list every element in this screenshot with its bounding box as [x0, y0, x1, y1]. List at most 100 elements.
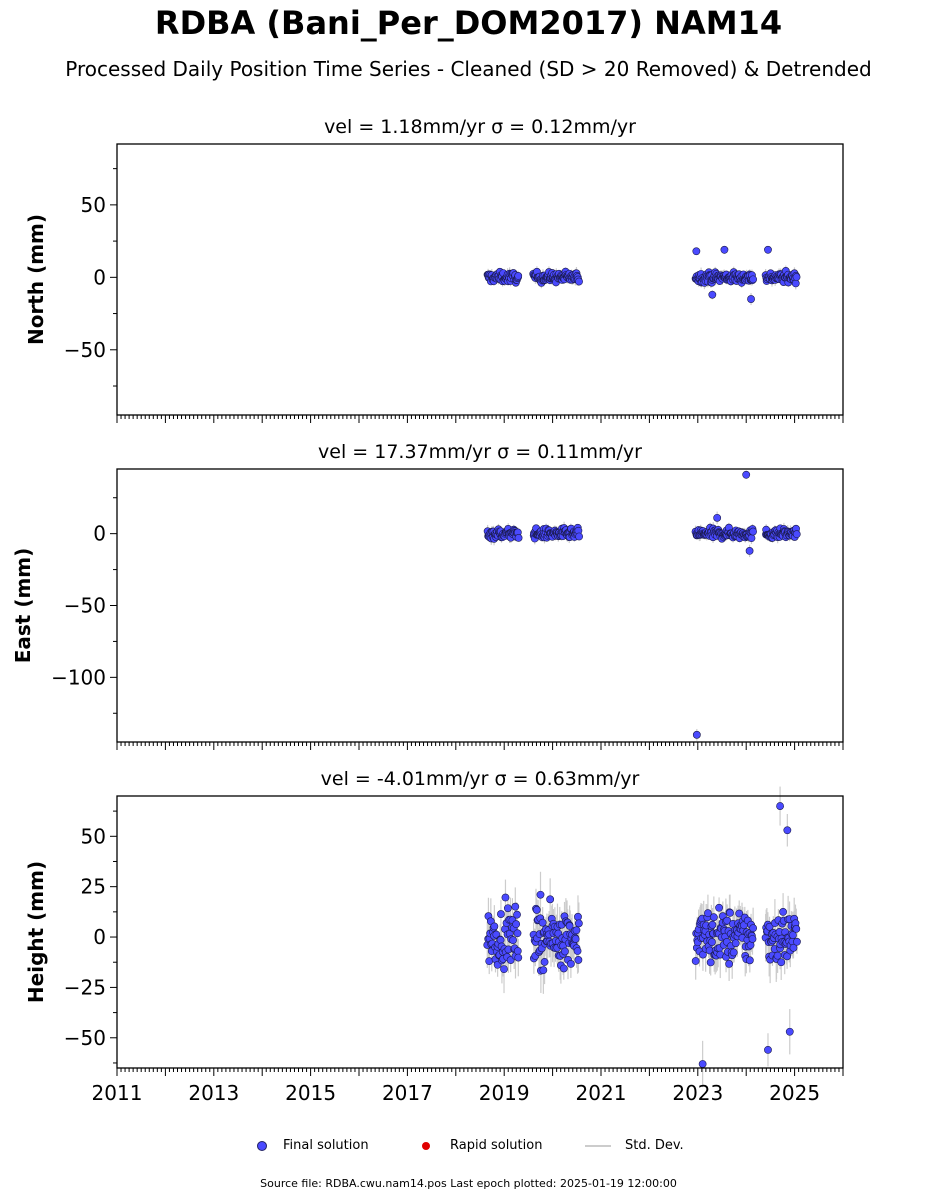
x-tick-label: 2013: [188, 1081, 239, 1105]
data-point: [723, 916, 732, 925]
legend-item-final: Final solution: [257, 1138, 369, 1153]
data-point: [708, 290, 717, 299]
data-point: [561, 947, 569, 956]
data-point: [500, 965, 508, 974]
data-point: [538, 918, 547, 927]
y-axis-label: North (mm): [24, 214, 48, 345]
x-tick-label: 2015: [285, 1081, 336, 1105]
data-point: [574, 956, 583, 964]
chart-title: RDBA (Bani_Per_DOM2017) NAM14: [154, 4, 783, 42]
data-point: [706, 958, 715, 967]
data-point: [792, 273, 801, 281]
data-point: [735, 909, 744, 918]
data-point: [496, 936, 505, 944]
data-point: [792, 530, 801, 539]
data-point: [748, 935, 757, 943]
data-point: [572, 926, 581, 935]
data-point: [747, 295, 755, 303]
y-tick-label: 0: [93, 522, 106, 546]
y-tick-label: −50: [64, 1026, 106, 1050]
data-point: [731, 939, 740, 948]
data-point: [532, 906, 541, 914]
data-point: [713, 513, 722, 522]
data-point: [692, 730, 701, 739]
panel-title: vel = 1.18mm/yr σ = 0.12mm/yr: [324, 116, 636, 138]
data-point: [503, 904, 512, 913]
data-point: [704, 909, 712, 918]
x-tick-label: 2019: [479, 1081, 530, 1105]
x-tick-label: 2025: [769, 1081, 820, 1105]
data-point: [513, 929, 522, 938]
plot-frame: [116, 468, 844, 743]
data-point: [742, 470, 751, 479]
data-point: [571, 935, 580, 943]
legend-item-std: Std. Dev.: [585, 1138, 684, 1153]
data-point: [574, 919, 583, 928]
source-footer: Source file: RDBA.cwu.nam14.pos Last epo…: [260, 1177, 677, 1190]
data-point: [514, 953, 523, 962]
data-point: [511, 902, 520, 911]
data-point: [540, 958, 549, 966]
data-point: [788, 931, 797, 939]
data-point: [726, 908, 734, 917]
data-point: [793, 937, 801, 946]
data-point: [708, 938, 716, 946]
rapid-solution-marker-icon: [422, 1141, 430, 1150]
data-point: [573, 947, 582, 955]
data-point: [745, 547, 754, 555]
data-point: [764, 245, 772, 254]
legend-label-rapid: Rapid solution: [450, 1138, 543, 1153]
x-tick-label: 2017: [382, 1081, 433, 1105]
data-point: [745, 956, 754, 965]
final-solution-marker-icon: [257, 1140, 267, 1151]
data-point: [783, 826, 792, 835]
data-point: [729, 948, 738, 957]
data-point: [509, 936, 517, 945]
data-point: [692, 247, 701, 256]
panel-title: vel = 17.37mm/yr σ = 0.11mm/yr: [318, 441, 642, 463]
data-point: [513, 910, 521, 919]
legend-item-rapid: Rapid solution: [422, 1138, 542, 1153]
data-point: [776, 802, 784, 810]
data-point: [789, 943, 798, 952]
data-point: [575, 277, 583, 286]
data-point: [777, 958, 786, 967]
panel-title: vel = -4.01mm/yr σ = 0.63mm/yr: [321, 768, 640, 790]
data-point: [546, 895, 555, 904]
y-tick-label: 50: [81, 824, 106, 848]
x-tick-label: 2021: [576, 1081, 627, 1105]
y-axis-label: Height (mm): [24, 861, 48, 1003]
y-tick-label: −25: [64, 975, 106, 999]
y-tick-label: −50: [64, 338, 106, 362]
legend-label-final: Final solution: [283, 1138, 369, 1153]
x-tick-label: 2023: [672, 1081, 723, 1105]
data-point: [536, 890, 545, 899]
legend-label-std: Std. Dev.: [625, 1138, 684, 1153]
y-tick-label: 0: [93, 925, 106, 949]
data-point: [715, 903, 723, 912]
data-point: [725, 960, 734, 968]
y-tick-label: −50: [64, 594, 106, 618]
data-point: [566, 959, 575, 968]
legend: Final solution Rapid solution Std. Dev.: [0, 1138, 937, 1158]
data-point: [765, 922, 774, 931]
data-point: [720, 245, 729, 254]
y-axis-label: East (mm): [11, 548, 35, 664]
data-point: [497, 910, 505, 918]
data-point: [575, 532, 584, 541]
data-point: [709, 913, 718, 922]
data-point: [749, 527, 757, 536]
data-point: [501, 893, 510, 902]
data-point: [791, 279, 800, 288]
data-point: [514, 272, 523, 280]
chart-subtitle: Processed Daily Position Time Series - C…: [65, 57, 872, 81]
y-tick-label: −100: [51, 665, 106, 689]
data-point: [698, 1060, 707, 1068]
std-dev-line-icon: [585, 1144, 611, 1147]
data-point: [792, 924, 801, 933]
data-point: [539, 966, 548, 975]
y-tick-label: 0: [93, 265, 106, 289]
data-point: [785, 1027, 794, 1036]
data-point: [749, 275, 757, 284]
y-tick-label: 50: [81, 193, 106, 217]
